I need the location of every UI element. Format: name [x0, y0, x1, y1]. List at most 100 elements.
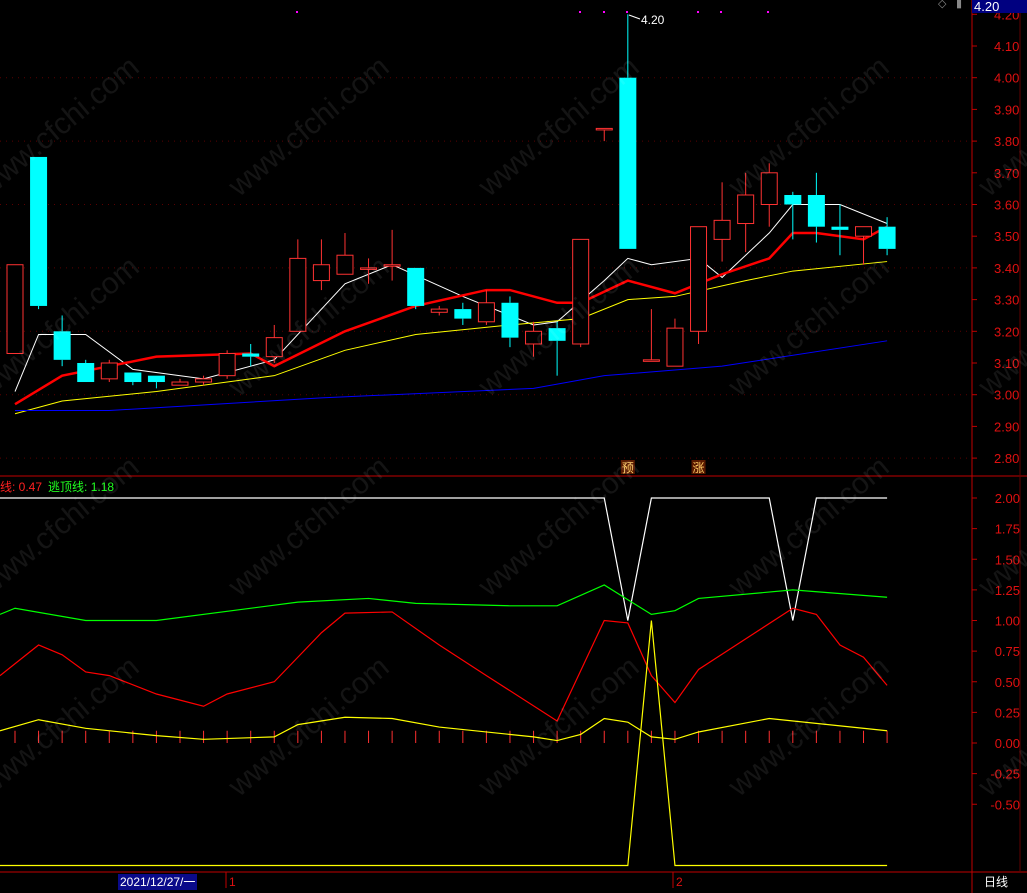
candle[interactable]	[595, 127, 613, 142]
candle-body-up	[666, 327, 684, 367]
signal-dot	[697, 11, 699, 13]
candle[interactable]	[30, 156, 48, 310]
price-tick-label: 3.30	[994, 293, 1019, 308]
price-tick-label: 3.40	[994, 261, 1019, 276]
marker-bg	[620, 460, 635, 474]
candle[interactable]	[242, 343, 260, 367]
candle[interactable]	[501, 296, 519, 348]
candle[interactable]	[147, 375, 165, 389]
candle[interactable]	[572, 238, 590, 348]
candle[interactable]	[124, 372, 142, 386]
indicator-line-3	[0, 716, 888, 742]
candle-body-down	[807, 194, 825, 227]
candle-body-up	[218, 352, 236, 377]
candle-body-up	[195, 378, 213, 383]
candle[interactable]	[784, 191, 802, 240]
candle[interactable]	[6, 264, 24, 354]
candle[interactable]	[53, 315, 71, 367]
candle[interactable]	[737, 172, 755, 253]
candle[interactable]	[383, 229, 401, 281]
candle[interactable]	[548, 321, 566, 376]
candle[interactable]	[525, 321, 543, 357]
signal-dot	[579, 11, 581, 13]
indicator-line-1	[0, 584, 888, 622]
price-tick-label: 4.00	[994, 71, 1019, 86]
line-ma60	[15, 340, 888, 412]
indicator-tick-label: 2.00	[995, 491, 1020, 506]
candle[interactable]	[807, 172, 825, 243]
candle[interactable]	[831, 204, 849, 256]
price-tick-label: 3.60	[994, 198, 1019, 213]
candle-body-down	[831, 226, 849, 230]
candle-body-down	[454, 309, 472, 319]
candle[interactable]	[760, 163, 778, 227]
candle[interactable]	[690, 226, 708, 344]
candle-body-up	[383, 264, 401, 267]
signal-dot	[603, 11, 605, 13]
line-ma10	[14, 225, 888, 406]
candle-body-down	[147, 375, 165, 383]
window-toggle-icon[interactable]: ▮	[956, 0, 963, 10]
candle[interactable]	[171, 378, 189, 386]
price-tick-label: 3.90	[994, 102, 1019, 117]
candle[interactable]	[77, 359, 95, 383]
month-label: 2	[676, 875, 683, 889]
price-tick-label: 4.10	[994, 39, 1019, 54]
candle-body-down	[548, 328, 566, 341]
candle-body-up	[171, 381, 189, 386]
candle[interactable]	[878, 217, 896, 256]
candle-body-down	[242, 353, 260, 357]
price-tick-label: 2.80	[994, 451, 1019, 466]
price-tick-label: 3.80	[994, 134, 1019, 149]
candle-body-up	[642, 359, 660, 362]
candle-body-down	[784, 194, 802, 205]
candle-body-up	[760, 172, 778, 206]
candle-body-up	[430, 308, 448, 313]
candle-body-up	[690, 226, 708, 332]
price-tick-label: 3.20	[994, 324, 1019, 339]
indicator-legend: 线: 0.47 逃顶线: 1.18	[0, 478, 114, 495]
candle[interactable]	[477, 290, 495, 325]
candle-body-up	[855, 226, 873, 237]
candle[interactable]	[360, 258, 378, 284]
candle-body-up	[336, 254, 354, 275]
candle-body-up	[713, 219, 731, 240]
candle[interactable]	[855, 226, 873, 265]
candle-body-down	[77, 363, 95, 383]
candle[interactable]	[407, 267, 425, 310]
candle-body-down	[407, 267, 425, 306]
candle[interactable]	[642, 309, 660, 362]
candle[interactable]	[195, 375, 213, 386]
candle[interactable]	[430, 305, 448, 316]
line-ma5	[14, 204, 888, 392]
indicator-tick-label: 1.75	[995, 522, 1020, 537]
candle[interactable]	[265, 324, 283, 363]
candle-body-down	[878, 226, 896, 249]
diamond-icon[interactable]: ◇	[938, 0, 947, 10]
candle-body-up	[477, 302, 495, 323]
candle[interactable]	[100, 359, 118, 383]
candle[interactable]	[713, 182, 731, 262]
indicator-tick-label: 1.00	[995, 614, 1020, 629]
candle[interactable]	[218, 350, 236, 379]
indicator-value-escape-top: 逃顶线: 1.18	[48, 480, 115, 494]
candle[interactable]	[454, 302, 472, 325]
candle-body-up	[572, 238, 590, 345]
price-tick-label: 3.70	[994, 166, 1019, 181]
candle[interactable]	[312, 239, 330, 291]
candle-body-up	[265, 337, 283, 358]
candle[interactable]	[666, 318, 684, 367]
candles	[6, 14, 896, 389]
indicator-tick-label: -0.25	[990, 767, 1020, 782]
candle[interactable]	[619, 14, 637, 249]
indicator-tick-label: 0.25	[995, 705, 1020, 720]
price-tick-label: 2.90	[994, 419, 1019, 434]
candle[interactable]	[289, 239, 307, 332]
period-selector[interactable]: 日线	[984, 875, 1009, 889]
cursor-date: 2021/12/27/一	[118, 874, 198, 890]
candle-body-up	[737, 194, 755, 225]
high-price-label: 4.20	[641, 13, 665, 27]
candle-body-up	[312, 264, 330, 282]
candle[interactable]	[336, 233, 354, 275]
